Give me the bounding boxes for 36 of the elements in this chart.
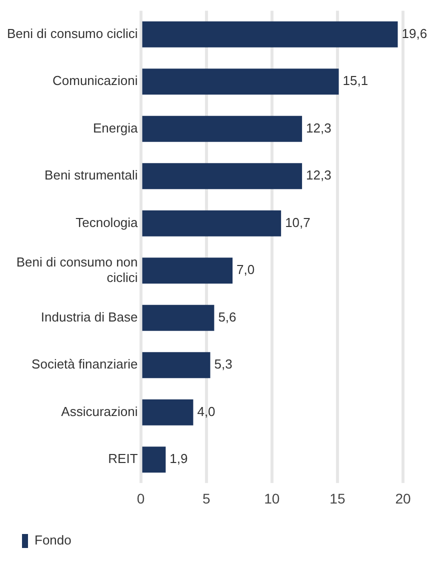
data-label: 5,3: [214, 356, 232, 372]
bar: [142, 21, 398, 48]
data-label: 4,0: [197, 404, 216, 419]
bar: [142, 446, 166, 473]
y-tick-label: Comunicazioni: [52, 73, 138, 88]
data-label: 5,6: [218, 309, 236, 324]
x-tick-label: 15: [330, 490, 346, 506]
x-tick-label: 20: [395, 490, 411, 506]
bar: [142, 210, 282, 236]
y-tick-label: Beni strumentali: [44, 168, 138, 183]
y-tick-label: Beni di consumo non ciclici: [16, 254, 138, 285]
data-label: 19,6: [402, 26, 428, 41]
y-tick-label: Beni di consumo ciclici: [6, 26, 138, 41]
bar: [142, 258, 233, 284]
bar: [142, 304, 214, 331]
bar: [142, 352, 210, 378]
legend-label: Fondo: [34, 532, 72, 548]
data-label: 12,3: [306, 120, 332, 136]
y-tick-label: Assicurazioni: [61, 404, 138, 419]
x-tick-label: 0: [136, 490, 145, 506]
bar: [142, 68, 339, 95]
bar: [142, 116, 302, 142]
data-label: 1,9: [170, 451, 188, 466]
x-tick-label: 5: [202, 490, 210, 506]
y-tick-label: Società finanziarie: [32, 356, 138, 372]
y-tick-label: REIT: [108, 451, 138, 466]
data-label: 12,3: [306, 168, 332, 183]
data-label: 15,1: [342, 73, 368, 88]
data-label: 10,7: [285, 214, 310, 230]
data-label: 7,0: [236, 262, 255, 278]
bar: [142, 399, 194, 426]
bar: [142, 163, 302, 190]
x-tick-label: 10: [264, 490, 280, 506]
y-tick-label: Tecnologia: [76, 214, 139, 230]
y-tick-label: Industria di Base: [40, 309, 138, 324]
y-tick-label: Energia: [92, 120, 139, 136]
